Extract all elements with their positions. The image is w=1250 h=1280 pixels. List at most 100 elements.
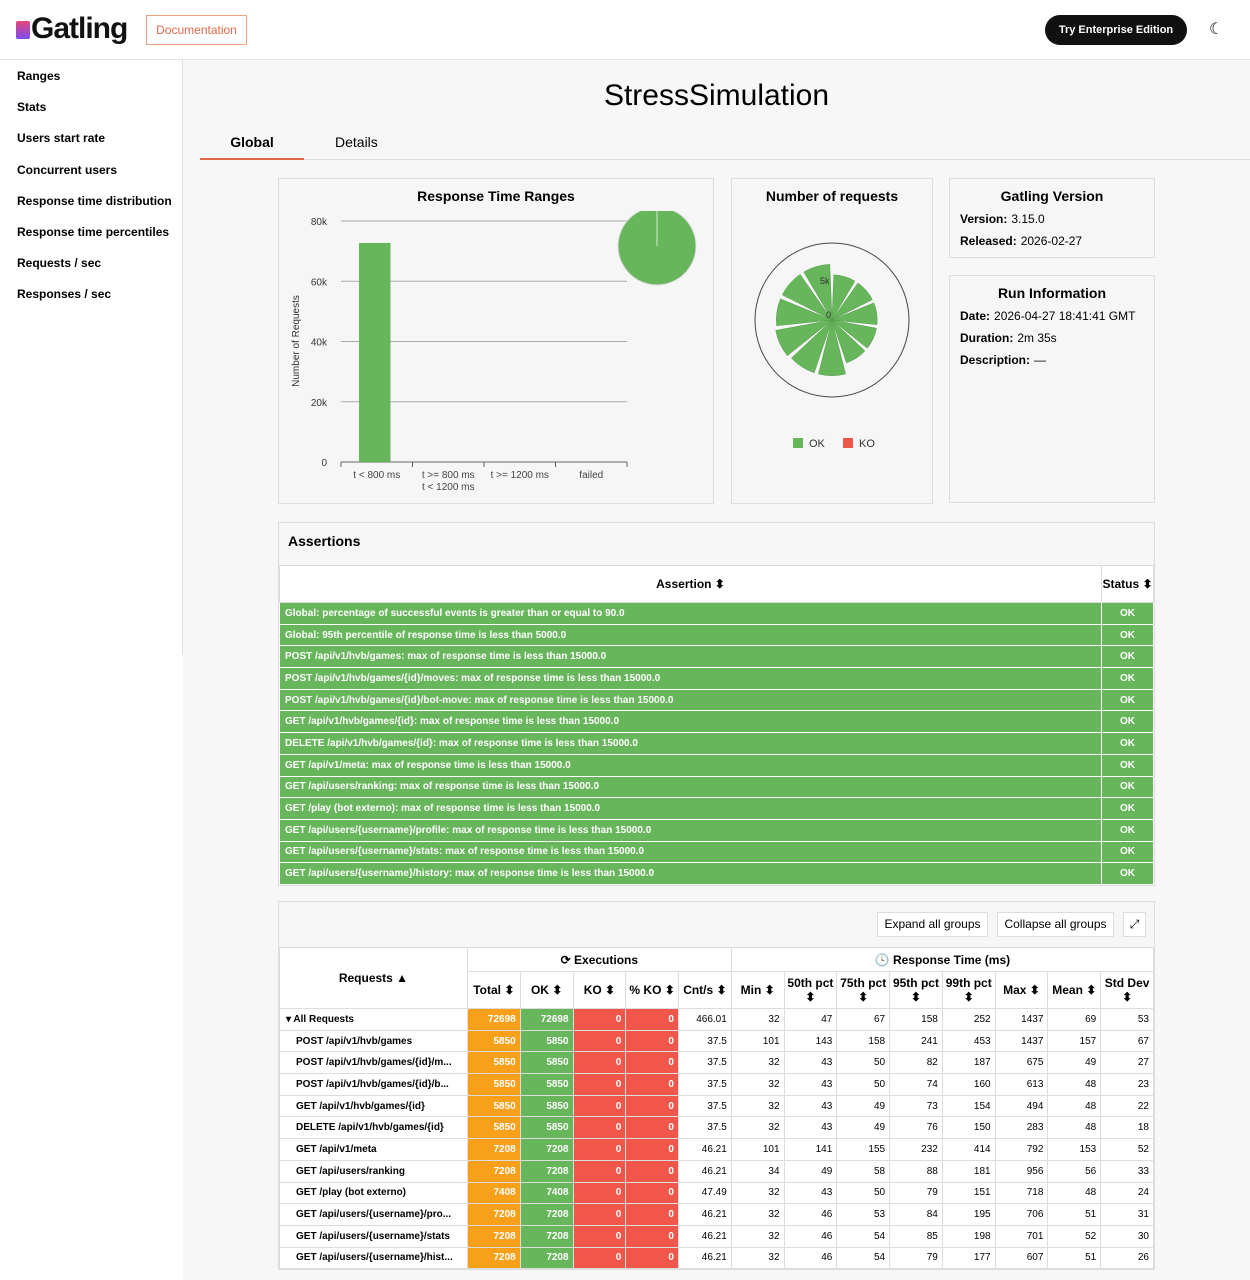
column-header[interactable]: Std Dev ⬍ [1100, 971, 1154, 1009]
tab-global[interactable]: Global [200, 134, 304, 160]
table-row[interactable]: GET /api/v1/meta 7208 7208 0 0 46.21 101 141 155… [279, 1138, 1154, 1161]
table-row[interactable]: GET /api/users/{username}/hist... 7208 720… [279, 1246, 1154, 1270]
table-row[interactable]: GET /api/users/{username}/pro... 7208 7208… [279, 1203, 1154, 1226]
collapse-all-groups-button[interactable]: Collapse all groups [997, 912, 1114, 937]
assertion-status: OK [1101, 710, 1154, 734]
sidebar-item-responses-sec[interactable]: Responses / sec [17, 287, 112, 301]
cell: 187 [941, 1051, 996, 1075]
assertion-status: OK [1101, 797, 1154, 820]
column-header[interactable]: 95th pct ⬍ [889, 971, 943, 1009]
sidebar-item-requests-sec[interactable]: Requests / sec [17, 256, 102, 270]
table-row[interactable]: ▾ All Requests 72698 72698 0 0 466.01 32 47 67 15… [279, 1008, 1154, 1031]
cell: 50 [836, 1073, 891, 1096]
released-label: Released: [960, 234, 1017, 248]
request-name[interactable]: GET /api/users/{username}/stats [279, 1224, 468, 1248]
assertion-row: POST /api/v1/hvb/games: max of response … [279, 645, 1154, 669]
cell: 30 [1100, 1224, 1154, 1248]
cell: 7208 [519, 1203, 574, 1226]
tab-details[interactable]: Details [335, 134, 378, 150]
column-header[interactable]: % KO ⬍ [625, 971, 679, 1009]
cell: 43 [783, 1073, 838, 1096]
request-name[interactable]: GET /play (bot externo) [279, 1181, 468, 1205]
column-header[interactable]: Max ⬍ [994, 971, 1049, 1009]
request-name[interactable]: GET /api/users/ranking [279, 1159, 468, 1183]
cell: 37.5 [677, 1116, 732, 1140]
column-header[interactable]: 75th pct ⬍ [836, 971, 891, 1009]
sidebar-item-users-start-rate[interactable]: Users start rate [17, 131, 106, 145]
table-row[interactable]: GET /api/v1/hvb/games/{id} 5850 5850 0 0 37.5… [279, 1094, 1154, 1118]
assertion-column-header[interactable]: Assertion ⬍ [279, 565, 1102, 603]
cell: 46 [783, 1246, 838, 1270]
cell: 151 [941, 1181, 996, 1205]
panel-title: Run Information [997, 285, 1107, 301]
cell: 0 [625, 1159, 679, 1183]
table-row[interactable]: DELETE /api/v1/hvb/games/{id} 5850 5850 0 0 3… [279, 1116, 1154, 1140]
request-name[interactable]: GET /api/v1/hvb/games/{id} [279, 1094, 468, 1118]
request-name[interactable]: GET /api/users/{username}/pro... [279, 1203, 468, 1226]
assertion-text: GET /api/v1/hvb/games/{id}: max of respo… [279, 710, 1102, 734]
request-name[interactable]: POST /api/v1/hvb/games [279, 1029, 468, 1053]
request-name[interactable]: DELETE /api/v1/hvb/games/{id} [279, 1116, 468, 1140]
cell: 792 [994, 1138, 1049, 1161]
table-row[interactable]: POST /api/v1/hvb/games/{id}/m... 5850 5850… [279, 1051, 1154, 1075]
polar-outer-ring [754, 242, 910, 398]
cell: 155 [836, 1138, 891, 1161]
gatling-logo[interactable]: Gatling [16, 12, 128, 46]
number-of-requests-chart: 0 5k OK KO [754, 242, 910, 450]
request-name[interactable]: ▾ All Requests [279, 1008, 468, 1031]
cell: 18 [1100, 1116, 1154, 1140]
cell: 0 [572, 1203, 627, 1226]
table-row[interactable]: GET /api/users/ranking 7208 7208 0 0 46.21 34 4… [279, 1159, 1154, 1183]
cell: 0 [625, 1138, 679, 1161]
cell: 5850 [466, 1094, 521, 1118]
request-name[interactable]: GET /api/v1/meta [279, 1138, 468, 1161]
version-label: Version: [960, 212, 1008, 226]
request-name[interactable]: POST /api/v1/hvb/games/{id}/m... [279, 1051, 468, 1075]
status-column-header[interactable]: Status ⬍ [1101, 565, 1154, 603]
sidebar-item-response-time-percentiles[interactable]: Response time percentiles [17, 225, 170, 239]
table-row[interactable]: GET /api/users/{username}/stats 7208 7208 0… [279, 1224, 1154, 1248]
column-header[interactable]: Cnt/s ⬍ [677, 971, 732, 1009]
cell: 177 [941, 1246, 996, 1270]
table-row[interactable]: GET /play (bot externo) 7408 7408 0 0 47.49 32… [279, 1181, 1154, 1205]
cell: 69 [1047, 1008, 1102, 1031]
column-header[interactable]: OK ⬍ [519, 971, 574, 1009]
cell: 283 [994, 1116, 1049, 1140]
fullscreen-icon[interactable]: ⤢ [1123, 912, 1146, 937]
sidebar-item-response-time-distribution[interactable]: Response time distribution [17, 194, 172, 208]
table-row[interactable]: POST /api/v1/hvb/games/{id}/b... 5850 5850… [279, 1073, 1154, 1096]
column-header[interactable]: 50th pct ⬍ [783, 971, 838, 1009]
column-header[interactable]: Mean ⬍ [1047, 971, 1102, 1009]
table-row[interactable]: POST /api/v1/hvb/games 5850 5850 0 0 37.5 101 1… [279, 1029, 1154, 1053]
y-axis-label: Number of Requests [291, 295, 302, 387]
legend-ok-label: OK [809, 438, 826, 450]
x-tick-label: t < 1200 ms [422, 482, 475, 493]
expand-all-groups-button[interactable]: Expand all groups [877, 912, 988, 937]
assertion-text: GET /api/users/ranking: max of response … [279, 775, 1102, 799]
legend-ko-swatch [843, 438, 853, 448]
cell: 613 [994, 1073, 1049, 1096]
polar-slice [803, 264, 833, 321]
request-name[interactable]: GET /api/users/{username}/hist... [279, 1246, 468, 1270]
description-value: — [1034, 353, 1047, 367]
requests-column-header[interactable]: Requests ▲ [279, 947, 468, 1009]
sidebar-item-concurrent-users[interactable]: Concurrent users [17, 163, 118, 177]
cell: 32 [730, 1181, 785, 1205]
column-header[interactable]: 99th pct ⬍ [941, 971, 996, 1009]
cell: 82 [889, 1051, 943, 1075]
column-header[interactable]: KO ⬍ [572, 971, 627, 1009]
cell: 7208 [466, 1138, 521, 1161]
column-header[interactable]: Min ⬍ [730, 971, 785, 1009]
sidebar-item-ranges[interactable]: Ranges [17, 69, 61, 83]
column-header[interactable]: Total ⬍ [466, 971, 521, 1009]
cell: 51 [1047, 1203, 1102, 1226]
sidebar-item-stats[interactable]: Stats [17, 100, 47, 114]
assertion-row: GET /api/users/{username}/profile: max o… [279, 818, 1154, 842]
documentation-button[interactable]: Documentation [146, 15, 247, 45]
moon-icon[interactable]: ☾ [1209, 21, 1224, 38]
cell: 0 [572, 1008, 627, 1031]
cell: 252 [941, 1008, 996, 1031]
try-enterprise-button[interactable]: Try Enterprise Edition [1045, 15, 1187, 45]
cell: 43 [783, 1051, 838, 1075]
request-name[interactable]: POST /api/v1/hvb/games/{id}/b... [279, 1073, 468, 1096]
